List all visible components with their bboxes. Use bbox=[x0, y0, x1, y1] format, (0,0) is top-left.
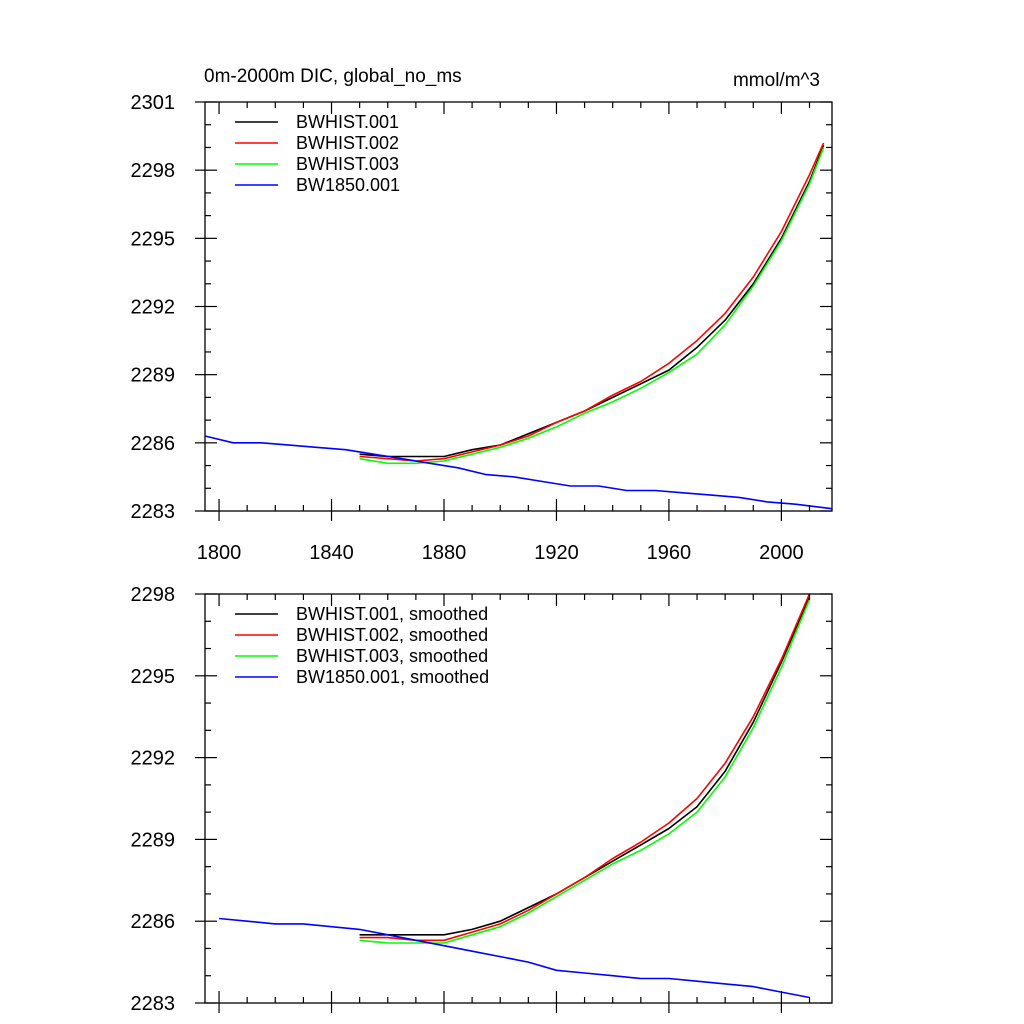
x-tick-label: 1840 bbox=[309, 542, 354, 564]
y-tick-label: 2292 bbox=[131, 297, 176, 319]
series-line-bwhist-003 bbox=[359, 147, 825, 465]
legend-label: BWHIST.002 bbox=[296, 133, 399, 153]
y-tick-label: 2283 bbox=[131, 501, 176, 523]
y-tick-label: 2295 bbox=[131, 228, 176, 250]
top-panel-series bbox=[204, 142, 833, 510]
bottom-panel: 2283 2286 2289 2292 2295 2298 BWHIST.001, smo… bbox=[131, 584, 833, 1015]
legend-label: BWHIST.002, smoothed bbox=[296, 625, 488, 645]
series-line-bw1850-001-smoothed bbox=[219, 917, 810, 999]
y-tick-label: 2295 bbox=[131, 666, 176, 688]
y-tick-label: 2286 bbox=[131, 433, 176, 455]
series-line-bw1850-001 bbox=[204, 435, 833, 510]
x-tick-label: 1880 bbox=[422, 542, 467, 564]
top-panel: 0m-2000m DIC, global_no_ms mmol/m^3 1800… bbox=[131, 66, 833, 564]
legend-label: BWHIST.003 bbox=[296, 154, 399, 174]
x-tick-label: 1800 bbox=[197, 542, 242, 564]
y-tick-label: 2298 bbox=[131, 160, 176, 182]
legend-label: BW1850.001 bbox=[296, 175, 400, 195]
bottom-panel-series bbox=[219, 593, 811, 999]
top-panel-frame bbox=[204, 101, 833, 512]
x-tick-label: 1960 bbox=[647, 542, 692, 564]
y-tick-label: 2301 bbox=[131, 92, 176, 114]
y-tick-label: 2283 bbox=[131, 993, 176, 1015]
legend-label: BWHIST.001, smoothed bbox=[296, 604, 488, 624]
top-panel-title: 0m-2000m DIC, global_no_ms bbox=[204, 66, 462, 87]
legend-label: BWHIST.003, smoothed bbox=[296, 646, 488, 666]
series-line-bwhist-001 bbox=[359, 144, 825, 458]
top-panel-units: mmol/m^3 bbox=[733, 70, 820, 91]
y-tick-label: 2289 bbox=[131, 365, 176, 387]
y-tick-label: 2298 bbox=[131, 584, 176, 606]
y-tick-label: 2286 bbox=[131, 911, 176, 933]
bottom-panel-frame bbox=[204, 593, 833, 1004]
y-tick-label: 2292 bbox=[131, 748, 176, 770]
x-tick-label: 2000 bbox=[759, 542, 804, 564]
series-line-bwhist-003-smoothed bbox=[359, 599, 811, 944]
x-tick-label: 1920 bbox=[534, 542, 579, 564]
series-line-bwhist-002-smoothed bbox=[359, 593, 811, 942]
y-tick-label: 2289 bbox=[131, 829, 176, 851]
legend-label: BW1850.001, smoothed bbox=[296, 667, 489, 687]
top-panel-ticks: 1800 1840 1880 1920 1960 2000 2283 2286 2289 2292… bbox=[131, 92, 832, 564]
bottom-panel-ticks: 2283 2286 2289 2292 2295 2298 bbox=[131, 584, 832, 1015]
series-line-bwhist-002 bbox=[359, 142, 825, 462]
legend-label: BWHIST.001 bbox=[296, 112, 399, 132]
